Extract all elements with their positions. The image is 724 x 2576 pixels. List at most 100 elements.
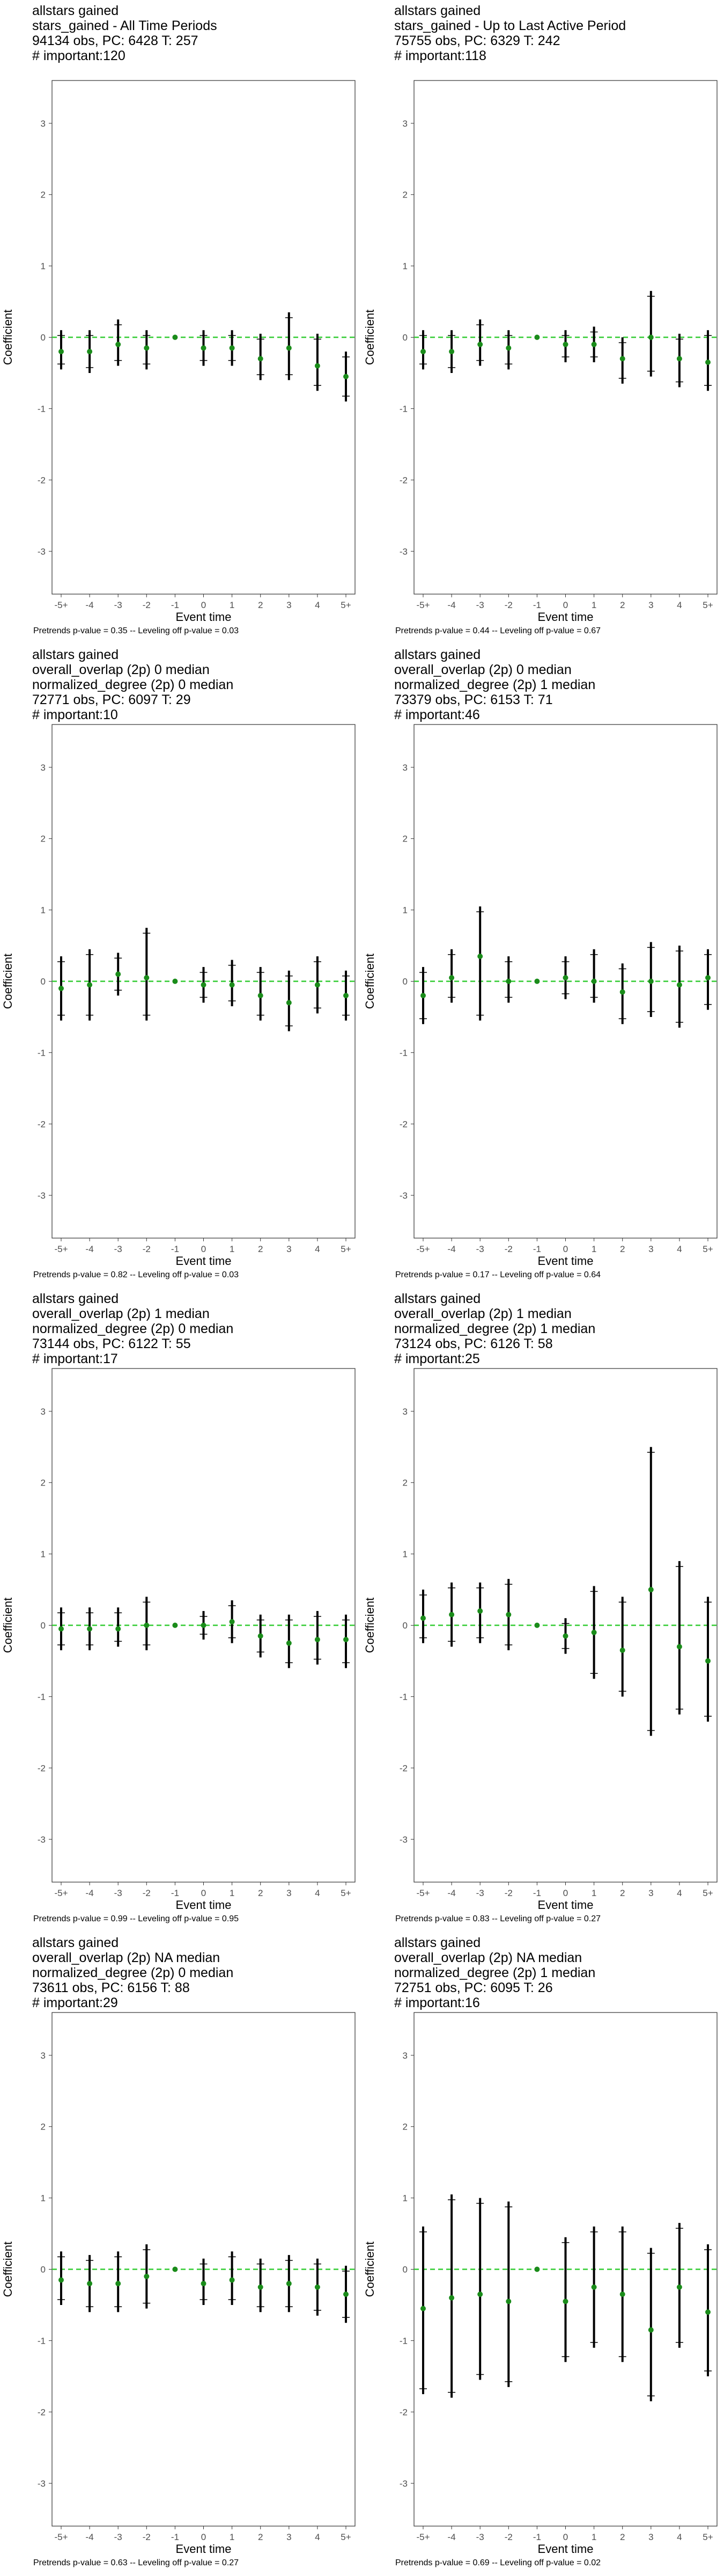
data-point [619,356,625,362]
x-tick-label: -1 [171,1244,179,1254]
y-axis-title: Coefficient [1,310,14,365]
pvalue-footnote: Pretrends p-value = 0.99 -- Leveling off… [33,1914,239,1923]
x-axis-title: Event time [176,2542,232,2556]
chart-title-line: 73611 obs, PC: 6156 T: 88 [32,1980,190,1995]
x-axis-title: Event time [538,1898,594,1912]
y-tick-label: -2 [38,1763,46,1773]
y-tick-label: -3 [400,1834,408,1845]
data-point [257,2284,263,2290]
chart-title: allstars gained overall_overlap (2p) 1 me… [32,1291,233,1366]
y-tick-label: 2 [41,2122,46,2132]
y-tick-label: 0 [41,977,46,987]
x-tick-label: -5+ [416,600,430,610]
y-tick-label: -3 [38,546,46,557]
x-tick-label: 1 [230,1244,234,1254]
chart-panel: allstars gained overall_overlap (2p) 1 me… [362,1288,724,1932]
chart-title-line: overall_overlap (2p) 0 median [32,662,210,677]
chart-title: allstars gained overall_overlap (2p) 0 me… [394,647,595,722]
chart-title-line: allstars gained [394,1935,481,1950]
data-point [420,993,426,999]
chart-title-line: stars_gained - All Time Periods [32,18,217,33]
x-tick-label: -5+ [416,1244,430,1254]
y-axis-title: Coefficient [1,2242,14,2297]
coefficient-plot: -3 -2 -1 0 1 2 3 -5+ -4 -3 -2 -1 0 1 2 3 4 5+ Event time Co… [1,80,356,624]
y-tick-label: -1 [38,2336,46,2346]
data-point [87,1626,93,1632]
y-tick-label: -1 [400,1048,408,1058]
chart-title-line: 73144 obs, PC: 6122 T: 55 [32,1336,191,1351]
coefficient-plot: -3 -2 -1 0 1 2 3 -5+ -4 -3 -2 -1 0 1 2 3 4 5+ Event time Co… [363,2012,718,2556]
data-point [619,1648,625,1653]
coefficient-plot: -3 -2 -1 0 1 2 3 -5+ -4 -3 -2 -1 0 1 2 3 4 5+ Event time Co… [1,1368,356,1912]
coefficient-plot: -3 -2 -1 0 1 2 3 -5+ -4 -3 -2 -1 0 1 2 3 4 5+ Event time Co… [363,80,718,624]
y-tick-label: -2 [400,1119,408,1129]
x-tick-label: -3 [476,600,484,610]
y-tick-label: 2 [403,190,408,200]
chart-title: allstars gained overall_overlap (2p) NA m… [394,1935,595,2010]
data-point [563,341,568,347]
data-point [676,2284,682,2290]
y-tick-label: -3 [400,2478,408,2489]
pvalue-footnote: Pretrends p-value = 0.82 -- Leveling off… [33,1270,239,1279]
pvalue-footnote: Pretrends p-value = 0.69 -- Leveling off… [395,2558,601,2567]
data-point [591,341,597,347]
x-tick-label: 0 [201,1244,206,1254]
chart-title-line: # important:10 [32,707,118,722]
data-point [705,360,711,365]
data-point [314,2284,320,2290]
y-tick-label: 0 [403,1621,408,1631]
y-tick-label: 1 [41,1549,46,1560]
data-point [286,1640,292,1646]
y-tick-label: -3 [400,546,408,557]
y-tick-label: -1 [38,404,46,414]
data-point [257,356,263,362]
chart-panel: allstars gained stars_gained - Up to Last… [362,0,724,644]
chart-title-line: # important:46 [394,707,480,722]
data-point [229,1619,235,1624]
data-point [534,1622,540,1628]
data-point [648,1587,654,1593]
data-point [58,2277,64,2283]
x-tick-label: 2 [258,600,263,610]
y-tick-label: -3 [38,1190,46,1201]
pvalue-footnote: Pretrends p-value = 0.44 -- Leveling off… [395,626,601,635]
data-point [314,982,320,988]
coefficient-plot: -3 -2 -1 0 1 2 3 -5+ -4 -3 -2 -1 0 1 2 3 4 5+ Event time Co… [1,724,356,1268]
x-tick-label: 3 [286,2532,291,2542]
data-point [705,1658,711,1664]
x-tick-label: 1 [592,1244,596,1254]
x-tick-label: 4 [315,2532,320,2542]
data-point [534,978,540,984]
data-point [506,345,512,351]
y-tick-label: -3 [38,1834,46,1845]
chart-title-line: allstars gained [32,1935,119,1950]
coefficient-plot: -3 -2 -1 0 1 2 3 -5+ -4 -3 -2 -1 0 1 2 3 4 5+ Event time Co… [1,2012,356,2556]
x-tick-label: 4 [677,2532,682,2542]
x-tick-label: 1 [230,600,234,610]
x-tick-label: 3 [648,600,653,610]
data-point [563,2299,568,2304]
data-point [314,363,320,369]
x-tick-label: -4 [86,1888,94,1898]
data-point [420,1615,426,1621]
data-point [343,374,349,379]
data-point [343,2292,349,2297]
data-point [676,356,682,362]
data-point [477,953,483,959]
y-tick-label: -1 [38,1692,46,1702]
data-point [257,993,263,999]
x-tick-label: 1 [592,1888,596,1898]
data-point [449,1612,455,1618]
x-tick-label: -5+ [416,2532,430,2542]
chart-title-line: 72751 obs, PC: 6095 T: 26 [394,1980,553,1995]
x-tick-label: -4 [86,2532,94,2542]
x-tick-label: -3 [476,2532,484,2542]
chart-title-line: overall_overlap (2p) 1 median [394,1306,572,1321]
chart-title-line: allstars gained [394,1291,481,1306]
y-axis-title: Coefficient [1,954,14,1009]
x-tick-label: 3 [648,1888,653,1898]
data-point [286,1000,292,1006]
y-tick-label: -1 [400,1692,408,1702]
chart-title: allstars gained overall_overlap (2p) NA m… [32,1935,233,2010]
y-tick-label: 1 [41,905,46,916]
